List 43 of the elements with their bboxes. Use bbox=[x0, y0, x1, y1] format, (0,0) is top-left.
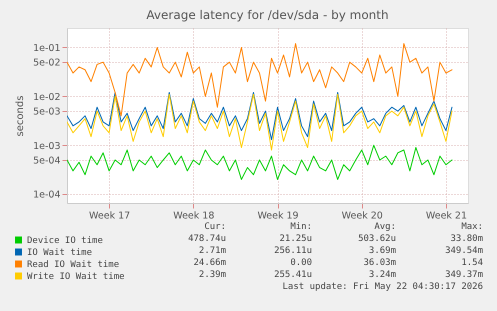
x-tick-label: Week 21 bbox=[426, 210, 468, 222]
text: 478.74u bbox=[188, 234, 226, 244]
text: Min: bbox=[290, 222, 312, 232]
text: 349.37m bbox=[445, 270, 483, 280]
chart-title: Average latency for /dev/sda - by month bbox=[146, 8, 389, 22]
y-tick-label: 1e-04 bbox=[33, 190, 60, 201]
text: 3.24m bbox=[368, 270, 396, 280]
legend-label: Write IO Wait time bbox=[27, 272, 125, 282]
text: 36.03m bbox=[363, 258, 396, 268]
y-tick-label: 5e-04 bbox=[33, 155, 60, 166]
text: 0.00 bbox=[290, 258, 312, 268]
x-tick-label: Week 19 bbox=[257, 210, 299, 222]
text: 256.11u bbox=[274, 246, 312, 256]
text: 21.25u bbox=[279, 234, 312, 244]
x-tick-label: Week 17 bbox=[89, 210, 130, 222]
text: 503.62u bbox=[358, 234, 396, 244]
y-tick-label: 5e-03 bbox=[33, 106, 60, 118]
y-axis-title: seconds bbox=[15, 96, 26, 136]
line-series bbox=[67, 92, 452, 140]
text: Max: bbox=[461, 222, 483, 232]
text: 33.80m bbox=[450, 234, 483, 244]
text: 1.54 bbox=[461, 258, 483, 268]
text: 349.54m bbox=[445, 246, 483, 256]
line-series bbox=[67, 43, 452, 116]
y-tick-label: 1e-02 bbox=[33, 92, 60, 103]
text: 255.41u bbox=[274, 270, 312, 280]
x-tick-label: Week 20 bbox=[342, 210, 383, 222]
legend-label: Device IO time bbox=[27, 236, 103, 246]
legend-label: Read IO Wait time bbox=[27, 260, 120, 270]
y-tick-label: 1e-01 bbox=[33, 42, 60, 54]
legend-label: IO Wait time bbox=[27, 248, 92, 258]
text: 24.66m bbox=[193, 258, 226, 268]
y-tick-label: 5e-02 bbox=[33, 58, 60, 69]
x-tick-label: Week 18 bbox=[173, 210, 214, 222]
text: 3.69m bbox=[368, 246, 396, 256]
y-tick-label: 1e-03 bbox=[33, 140, 60, 152]
text: 2.39m bbox=[198, 270, 226, 280]
text: Avg: bbox=[374, 222, 396, 232]
text: Cur: bbox=[204, 222, 226, 232]
text: 2.71m bbox=[198, 246, 226, 256]
line-series bbox=[67, 94, 452, 151]
line-series bbox=[67, 144, 452, 180]
text: Last update: Fri May 22 04:30:17 2026 bbox=[282, 282, 483, 292]
